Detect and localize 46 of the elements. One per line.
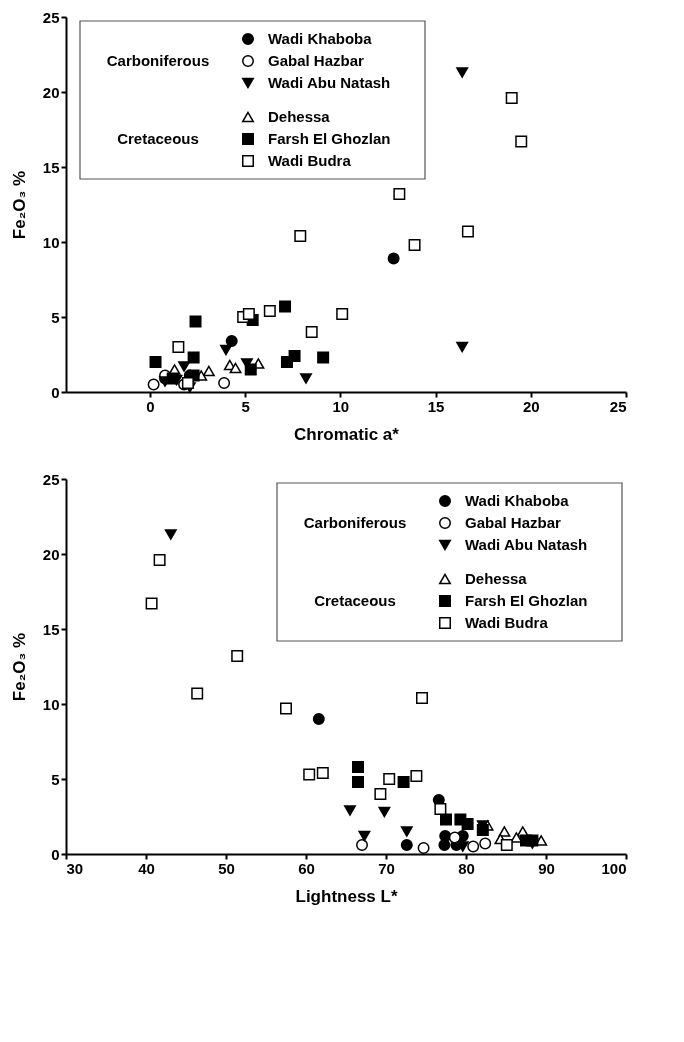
x-tick-label: 60 <box>298 859 315 877</box>
x-tick-label: 15 <box>427 397 445 415</box>
y-tick-label: 5 <box>51 308 60 326</box>
legend-label: Wadi Abu Natash <box>465 536 588 553</box>
y-tick-label: 25 <box>42 470 60 488</box>
x-tick-label: 5 <box>241 397 250 415</box>
legend-label: Farsh El Ghozlan <box>465 592 588 609</box>
x-tick-label: 10 <box>332 397 350 415</box>
y-tick-label: 25 <box>42 8 60 26</box>
legend-label: Farsh El Ghozlan <box>268 130 391 147</box>
y-tick-label: 20 <box>42 83 60 101</box>
y-axis-title: Fe₂O₃ % <box>9 170 29 240</box>
x-tick-label: 90 <box>538 859 555 877</box>
legend-label: Dehessa <box>268 108 331 125</box>
legend-label: Gabal Hazbar <box>465 514 562 531</box>
x-tick-label: 20 <box>522 397 540 415</box>
legend-label: Dehessa <box>465 570 528 587</box>
x-axis-title: Lightness L* <box>295 886 398 906</box>
annotation: Cretaceous <box>117 130 199 147</box>
y-tick-label: 0 <box>51 383 60 401</box>
x-tick-label: 80 <box>458 859 475 877</box>
x-tick-label: 0 <box>146 397 155 415</box>
x-tick-label: 30 <box>66 859 84 877</box>
x-tick-label: 70 <box>378 859 395 877</box>
legend-label: Wadi Khaboba <box>268 30 373 47</box>
legend-label: Wadi Abu Natash <box>268 74 391 91</box>
x-axis-title: Chromatic a* <box>294 424 400 444</box>
legend-label: Gabal Hazbar <box>268 52 365 69</box>
legend-label: Wadi Budra <box>268 152 352 169</box>
y-tick-label: 20 <box>42 545 60 563</box>
x-tick-label: 40 <box>138 859 155 877</box>
y-axis-title: Fe₂O₃ % <box>9 632 29 702</box>
x-tick-label: 25 <box>609 397 627 415</box>
x-tick-label: 50 <box>218 859 235 877</box>
y-tick-label: 0 <box>51 845 60 863</box>
annotation: Carboniferous <box>303 514 407 531</box>
y-tick-label: 10 <box>42 695 60 713</box>
y-tick-label: 15 <box>42 620 60 638</box>
y-tick-label: 5 <box>51 770 60 788</box>
x-tick-label: 100 <box>601 859 627 877</box>
y-tick-label: 15 <box>42 158 60 176</box>
y-tick-label: 10 <box>42 233 60 251</box>
annotation: Carboniferous <box>106 52 210 69</box>
legend-label: Wadi Khaboba <box>465 492 570 509</box>
legend-label: Wadi Budra <box>465 614 549 631</box>
annotation: Cretaceous <box>314 592 396 609</box>
